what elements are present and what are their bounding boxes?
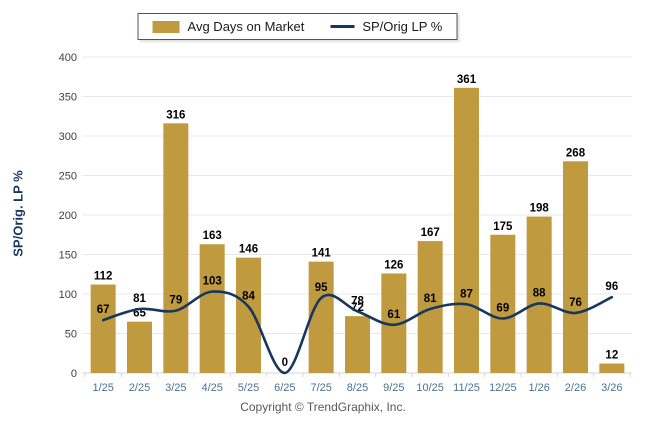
bar-value-label: 175	[493, 221, 513, 233]
x-tick-label: 9/25	[383, 382, 404, 394]
x-tick-label: 1/25	[92, 382, 113, 394]
bar-value-label: 146	[239, 244, 258, 256]
line-value-label: 81	[133, 293, 146, 305]
line-value-label: 79	[169, 295, 182, 307]
x-tick-label: 10/25	[416, 382, 444, 394]
legend-item-line: SP/Orig LP %	[304, 19, 442, 34]
y-tick-label: 200	[59, 210, 77, 222]
y-tick-label: 350	[59, 92, 77, 104]
bar-swatch-icon	[152, 20, 180, 33]
bar	[345, 316, 370, 373]
legend-item-bar: Avg Days on Market	[152, 19, 305, 34]
bar-value-label: 163	[203, 230, 222, 242]
chart-legend: Avg Days on Market SP/Orig LP %	[137, 13, 458, 40]
line-value-label: 69	[496, 302, 509, 314]
bar	[90, 284, 116, 373]
legend-line-label: SP/Orig LP %	[362, 19, 443, 34]
x-tick-label: 2/26	[565, 382, 586, 394]
line-value-label: 67	[97, 304, 110, 316]
x-tick-label: 3/25	[165, 382, 186, 394]
y-tick-label: 300	[59, 131, 77, 143]
bar	[454, 87, 479, 373]
line-value-label: 95	[315, 282, 328, 294]
bar-value-label: 198	[530, 203, 550, 215]
y-tick-label: 250	[59, 171, 77, 183]
x-tick-label: 8/25	[347, 382, 368, 394]
x-tick-label: 7/25	[310, 382, 331, 394]
bar	[490, 234, 516, 373]
line-value-label: 88	[533, 287, 546, 299]
y-tick-label: 100	[59, 289, 77, 301]
x-tick-label: 11/25	[453, 382, 480, 394]
bar-value-label: 316	[166, 109, 185, 121]
x-tick-label: 5/25	[238, 382, 259, 394]
line-value-label: 84	[242, 291, 255, 303]
bar-value-label: 268	[566, 147, 586, 159]
bar-value-label: 12	[605, 350, 618, 362]
bar-value-label: 167	[421, 227, 440, 239]
copyright-text: Copyright © TrendGraphix, Inc.	[240, 400, 406, 414]
y-tick-label: 400	[59, 52, 77, 64]
x-tick-label: 3/26	[601, 382, 622, 394]
y-tick-label: 0	[71, 368, 77, 380]
x-tick-label: 6/25	[274, 382, 295, 394]
bar	[308, 261, 334, 373]
y-tick-label: 50	[65, 329, 77, 341]
bar-value-label: 361	[457, 74, 477, 86]
bar	[199, 244, 225, 373]
x-tick-label: 4/25	[201, 382, 222, 394]
x-tick-label: 12/25	[489, 382, 517, 394]
line-value-label: 96	[605, 281, 618, 293]
bar	[163, 123, 189, 373]
bar	[526, 216, 552, 373]
bar	[563, 161, 588, 373]
bar	[599, 363, 625, 373]
line-value-label: 78	[351, 295, 364, 307]
x-tick-label: 1/26	[528, 382, 549, 394]
y-tick-label: 150	[59, 250, 77, 262]
line-value-label: 103	[203, 276, 222, 288]
x-tick-label: 2/25	[129, 382, 150, 394]
bar-value-label: 112	[94, 271, 113, 283]
bar	[127, 321, 152, 373]
line-value-label: 81	[424, 293, 437, 305]
bar	[236, 257, 261, 373]
line-value-label: 76	[569, 297, 582, 309]
line-swatch-icon	[330, 25, 355, 28]
legend-bar-label: Avg Days on Market	[187, 19, 305, 34]
line-value-label: 61	[387, 309, 400, 321]
line-value-label: 87	[460, 288, 473, 300]
bar-value-label: 126	[384, 259, 403, 271]
line-value-label: 0	[282, 357, 288, 369]
bar-value-label: 141	[312, 248, 332, 260]
trend-line	[101, 290, 614, 375]
